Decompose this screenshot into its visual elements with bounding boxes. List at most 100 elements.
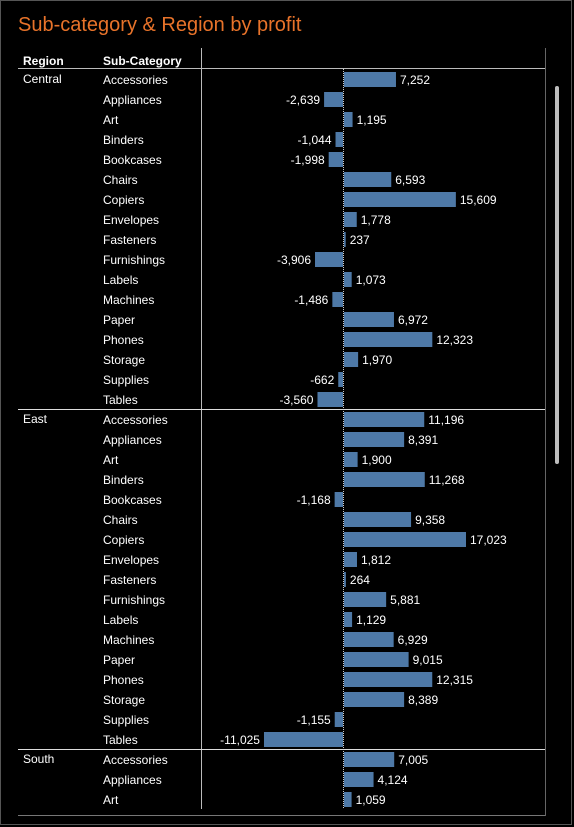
chart-viewport[interactable]: Central Accessories 7,252 Appliances -2,639 A… — [0, 69, 574, 816]
value-label: 1,778 — [361, 213, 391, 227]
value-label: 11,268 — [429, 473, 465, 487]
value-label: -662 — [310, 373, 334, 387]
profit-bar[interactable] — [332, 292, 343, 307]
profit-bar[interactable] — [338, 372, 343, 387]
value-label: -3,906 — [277, 253, 311, 267]
value-label: 15,609 — [460, 193, 497, 207]
value-label: 1,812 — [361, 553, 391, 567]
value-label: 237 — [350, 233, 370, 247]
value-label: -1,044 — [297, 133, 331, 147]
value-label: 6,972 — [398, 313, 428, 327]
value-label: -3,560 — [279, 393, 313, 407]
bar-chart: Central Accessories 7,252 Appliances -2,639 A… — [18, 69, 545, 809]
value-label: 5,881 — [390, 593, 420, 607]
profit-bar[interactable] — [334, 492, 343, 507]
profit-bar[interactable] — [344, 72, 396, 87]
subcategory-label: Art — [103, 113, 119, 127]
value-label: -11,025 — [220, 733, 260, 747]
subcategory-label: Machines — [103, 293, 154, 307]
subcategory-label: Supplies — [103, 713, 149, 727]
profit-bar[interactable] — [344, 632, 394, 647]
profit-bar[interactable] — [334, 712, 343, 727]
profit-bar[interactable] — [263, 732, 343, 747]
profit-bar[interactable] — [344, 512, 412, 527]
subcategory-label: Labels — [103, 273, 138, 287]
bottom-border — [18, 815, 545, 816]
value-label: 12,315 — [436, 673, 473, 687]
profit-bar[interactable] — [344, 592, 387, 607]
scrollbar-track — [545, 48, 546, 816]
subcategory-label: Art — [103, 793, 119, 807]
profit-bar[interactable] — [344, 612, 353, 627]
profit-bar[interactable] — [344, 272, 352, 287]
value-label: 8,389 — [408, 693, 438, 707]
region-column-header[interactable]: Region — [23, 54, 64, 68]
profit-bar[interactable] — [317, 392, 343, 407]
profit-bar[interactable] — [344, 332, 433, 347]
region-label: East — [23, 412, 48, 426]
profit-bar[interactable] — [344, 772, 374, 787]
subcategory-label: Envelopes — [103, 213, 159, 227]
profit-bar[interactable] — [335, 132, 343, 147]
header-divider — [201, 48, 202, 70]
profit-bar[interactable] — [344, 532, 466, 547]
profit-bar[interactable] — [344, 452, 358, 467]
subcategory-label: Appliances — [103, 433, 162, 447]
subcategory-label: Tables — [103, 393, 138, 407]
subcategory-label: Phones — [103, 333, 144, 347]
subcategory-label: Fasteners — [103, 233, 156, 247]
value-label: -1,168 — [297, 493, 331, 507]
value-label: 1,073 — [356, 273, 386, 287]
profit-bar[interactable] — [344, 232, 346, 247]
profit-bar[interactable] — [344, 432, 405, 447]
profit-bar[interactable] — [344, 472, 425, 487]
subcategory-label: Storage — [103, 353, 145, 367]
subcategory-label: Accessories — [103, 413, 168, 427]
profit-bar[interactable] — [344, 112, 353, 127]
profit-bar[interactable] — [344, 792, 352, 807]
value-label: -2,639 — [286, 93, 320, 107]
subcategory-label: Binders — [103, 133, 144, 147]
value-label: -1,155 — [297, 713, 331, 727]
profit-bar[interactable] — [344, 652, 409, 667]
subcategory-label: Accessories — [103, 73, 168, 87]
value-label: 11,196 — [428, 413, 464, 427]
value-label: 9,015 — [413, 653, 443, 667]
value-label: 1,059 — [356, 793, 386, 807]
profit-bar[interactable] — [344, 672, 433, 687]
header-underline — [18, 68, 545, 69]
value-label: 12,323 — [436, 333, 473, 347]
subcategory-label: Tables — [103, 733, 138, 747]
subcategory-label: Paper — [103, 653, 135, 667]
profit-bar[interactable] — [344, 172, 392, 187]
profit-bar[interactable] — [328, 152, 343, 167]
profit-bar[interactable] — [344, 692, 405, 707]
profit-bar[interactable] — [344, 212, 357, 227]
subcategory-label: Storage — [103, 693, 145, 707]
profit-bar[interactable] — [344, 352, 359, 367]
subcategory-label: Art — [103, 453, 119, 467]
subcategory-label: Bookcases — [103, 493, 162, 507]
subcategory-label: Phones — [103, 673, 144, 687]
profit-bar[interactable] — [344, 312, 394, 327]
subcategory-label: Furnishings — [103, 253, 165, 267]
profit-bar[interactable] — [344, 552, 357, 567]
value-label: 1,129 — [356, 613, 386, 627]
subcategory-column-header[interactable]: Sub-Category — [103, 54, 182, 68]
subcategory-label: Bookcases — [103, 153, 162, 167]
profit-bar[interactable] — [344, 192, 456, 207]
profit-bar[interactable] — [344, 752, 395, 767]
scrollbar-thumb[interactable] — [555, 86, 559, 464]
profit-bar[interactable] — [344, 412, 425, 427]
profit-bar[interactable] — [315, 252, 343, 267]
subcategory-label: Copiers — [103, 533, 144, 547]
subcategory-label: Furnishings — [103, 593, 165, 607]
profit-bar[interactable] — [324, 92, 343, 107]
value-label: 9,358 — [415, 513, 445, 527]
subcategory-label: Chairs — [103, 173, 138, 187]
subcategory-label: Labels — [103, 613, 138, 627]
subcategory-label: Appliances — [103, 773, 162, 787]
value-label: 1,900 — [362, 453, 392, 467]
profit-bar[interactable] — [344, 572, 346, 587]
